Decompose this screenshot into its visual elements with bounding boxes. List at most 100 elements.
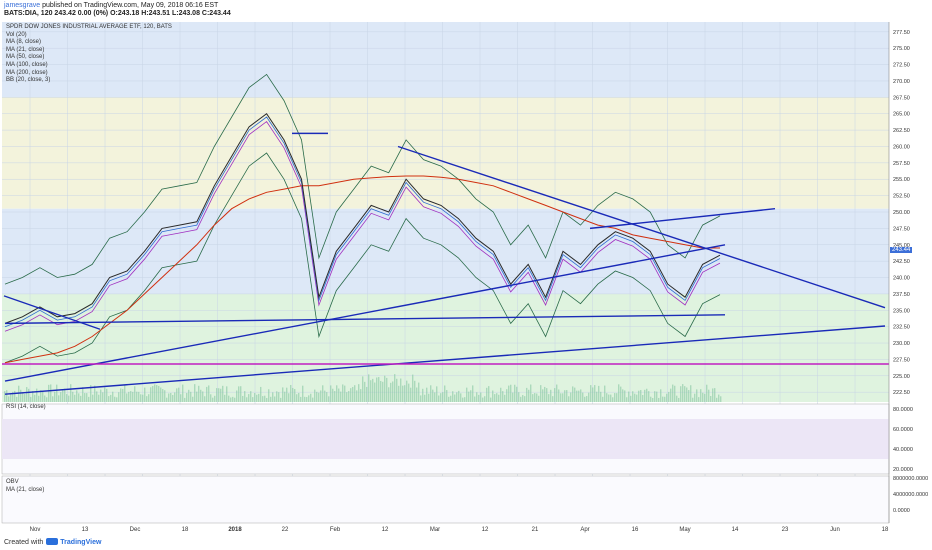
indicator-7[interactable]: BB (20, close, 3)	[6, 77, 51, 84]
volume-bar	[274, 396, 276, 402]
volume-bar	[476, 392, 478, 402]
volume-bar	[98, 394, 100, 402]
volume-bar	[150, 387, 152, 402]
volume-bar	[578, 390, 580, 402]
y-tick-label: 255.00	[893, 177, 910, 183]
volume-bar	[490, 397, 492, 402]
volume-bar	[552, 396, 554, 402]
volume-bar	[412, 374, 414, 402]
volume-bar	[470, 390, 472, 402]
volume-bar	[64, 388, 66, 402]
volume-bar	[142, 394, 144, 402]
volume-bar	[330, 385, 332, 402]
volume-bar	[598, 385, 600, 402]
volume-bar	[56, 384, 58, 402]
volume-bar	[178, 387, 180, 402]
volume-bar	[34, 394, 36, 402]
obv-label[interactable]: OBV	[6, 479, 19, 485]
volume-bar	[636, 394, 638, 402]
volume-bar	[232, 396, 234, 402]
volume-bar	[656, 391, 658, 402]
volume-bar	[378, 377, 380, 402]
volume-bar	[384, 375, 386, 402]
volume-bar	[152, 385, 154, 402]
volume-bar	[422, 388, 424, 402]
volume-bar	[402, 385, 404, 402]
volume-bar	[166, 397, 168, 402]
indicator-2[interactable]: MA (8, close)	[6, 39, 42, 46]
volume-bar	[440, 393, 442, 402]
x-tick-label: Apr	[580, 527, 589, 533]
indicator-5[interactable]: MA (100, close)	[6, 61, 48, 68]
volume-bar	[162, 389, 164, 402]
volume-bar	[434, 392, 436, 402]
volume-bar	[306, 397, 308, 402]
volume-bar	[292, 387, 294, 402]
footer-brand[interactable]: TradingView	[60, 539, 102, 546]
volume-bar	[642, 394, 644, 402]
volume-bar	[4, 391, 6, 402]
volume-bar	[46, 397, 48, 402]
volume-bar	[584, 396, 586, 402]
volume-bar	[344, 385, 346, 402]
volume-bar	[204, 396, 206, 402]
volume-bar	[250, 391, 252, 402]
volume-bar	[262, 396, 264, 402]
volume-bar	[50, 384, 52, 402]
volume-bar	[652, 397, 654, 402]
volume-bar	[340, 391, 342, 402]
volume-bar	[164, 390, 166, 402]
volume-bar	[432, 389, 434, 402]
volume-bar	[680, 386, 682, 402]
volume-bar	[708, 389, 710, 402]
volume-bar	[678, 397, 680, 402]
y-tick-label: 227.50	[893, 357, 910, 363]
volume-bar	[28, 388, 30, 402]
volume-bar	[18, 385, 20, 402]
price-line	[4, 112, 721, 324]
volume-bar	[8, 396, 10, 402]
band-lower	[2, 293, 889, 402]
tradingview-logo-icon	[46, 538, 59, 545]
volume-bar	[248, 394, 250, 402]
volume-bar	[94, 385, 96, 402]
volume-bar	[158, 385, 160, 402]
indicator-4[interactable]: MA (50, close)	[6, 54, 45, 61]
volume-bar	[716, 397, 718, 402]
volume-bar	[224, 394, 226, 402]
indicator-0[interactable]: SPDR DOW JONES INDUSTRIAL AVERAGE ETF, 1…	[6, 24, 172, 30]
volume-bar	[198, 385, 200, 402]
y-tick-label: 225.00	[893, 374, 910, 380]
volume-bar	[540, 385, 542, 402]
volume-bar	[40, 390, 42, 402]
last-price-badge: 243.44	[890, 247, 913, 253]
volume-bar	[572, 386, 574, 402]
volume-bar	[474, 396, 476, 402]
volume-bar	[114, 396, 116, 402]
volume-bar	[618, 384, 620, 402]
volume-bar	[240, 386, 242, 402]
volume-bar	[626, 397, 628, 402]
volume-bar	[666, 393, 668, 402]
volume-bar	[696, 389, 698, 402]
rsi-label[interactable]: RSI (14, close)	[6, 404, 46, 410]
volume-bar	[182, 384, 184, 402]
indicator-1[interactable]: Vol (20)	[6, 31, 27, 38]
volume-bar	[12, 391, 14, 402]
indicator-6[interactable]: MA (200, close)	[6, 69, 48, 76]
volume-bar	[110, 394, 112, 402]
trend-line	[4, 314, 726, 325]
volume-bar	[720, 396, 722, 402]
volume-bar	[24, 394, 26, 402]
obv-ma-label[interactable]: MA (21, close)	[6, 487, 45, 493]
volume-bar	[566, 390, 568, 402]
y-tick-label: 237.50	[893, 292, 910, 298]
footer: Created with TradingView	[4, 538, 101, 546]
author-link[interactable]: jamesgrave	[4, 2, 41, 9]
footer-created: Created with	[4, 539, 44, 546]
volume-bar	[382, 381, 384, 402]
volume-bar	[700, 389, 702, 402]
volume-bar	[648, 391, 650, 402]
volume-bar	[138, 391, 140, 402]
indicator-3[interactable]: MA (21, close)	[6, 46, 45, 53]
